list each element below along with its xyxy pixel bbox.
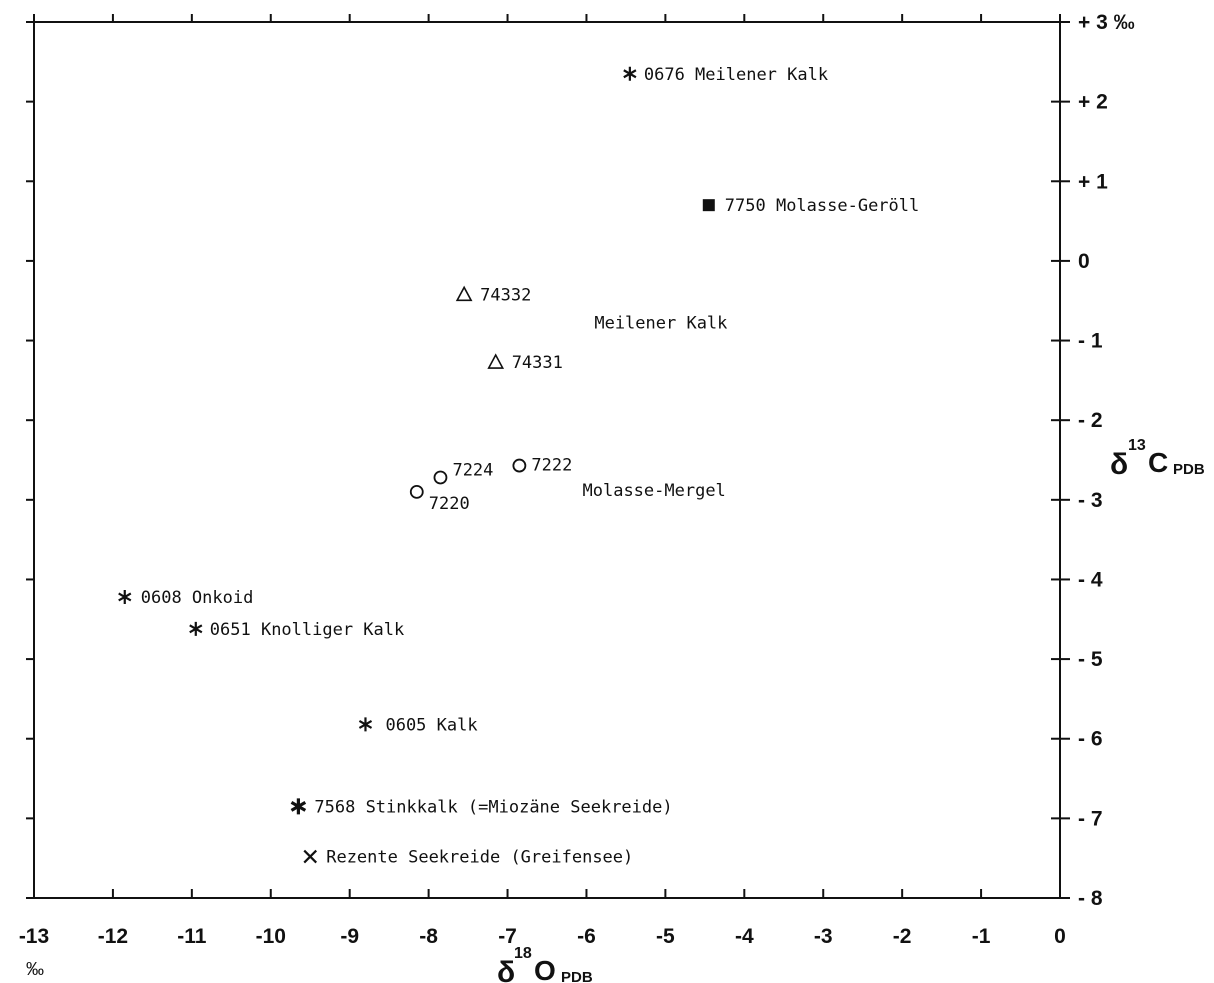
x-axis-title: δ 18 O PDB xyxy=(497,945,593,983)
point-label: 7220 xyxy=(429,494,470,514)
x-axis-ticks: -13 -12 -11 -10 -9 -8 -7 -6 -5 -4 -3 -2 -1 0 xyxy=(19,14,1066,948)
x-axis-unit: ‰ xyxy=(26,959,44,979)
x-tick-label: -8 xyxy=(419,925,438,948)
x-tick-label: -1 xyxy=(972,925,991,948)
point-label: 7568 Stinkkalk (=Miozäne Seekreide) xyxy=(314,797,672,817)
svg-text:PDB: PDB xyxy=(561,969,593,983)
x-tick-label: -2 xyxy=(893,925,912,948)
y-tick-label: - 8 xyxy=(1078,887,1103,910)
x-tick-label: -12 xyxy=(98,925,128,948)
svg-text:C: C xyxy=(1148,447,1168,478)
point-labels: 0676 Meilener Kalk 7750 Molasse-Geröll 743… xyxy=(141,65,919,868)
svg-text:δ: δ xyxy=(497,956,515,983)
group-annotation: Meilener Kalk xyxy=(594,314,727,334)
data-point-asterisk-bold xyxy=(290,798,307,815)
data-point-circle xyxy=(512,458,527,473)
point-label: 0605 Kalk xyxy=(385,715,477,735)
y-tick-label: - 3 xyxy=(1078,489,1103,512)
y-tick-label: + 2 xyxy=(1078,91,1108,114)
point-label: 74332 xyxy=(480,285,531,305)
svg-text:13: 13 xyxy=(1128,437,1146,454)
data-point-asterisk xyxy=(358,717,373,732)
data-point-triangle xyxy=(487,353,505,369)
y-tick-label: - 5 xyxy=(1078,648,1103,671)
svg-text:18: 18 xyxy=(514,945,532,962)
y-tick-label: - 6 xyxy=(1078,728,1103,751)
data-point-asterisk xyxy=(118,589,132,604)
data-point-asterisk xyxy=(189,621,203,636)
group-annotation: Molasse-Mergel xyxy=(583,481,726,501)
data-point-circle xyxy=(433,470,448,485)
point-label: 0608 Onkoid xyxy=(141,588,254,608)
x-tick-label: -4 xyxy=(735,925,754,948)
y-axis-title: δ 13 C PDB xyxy=(1110,437,1205,481)
x-tick-label: -13 xyxy=(19,925,49,948)
plot-frame xyxy=(33,21,1061,899)
y-tick-label: - 7 xyxy=(1078,807,1103,830)
point-label: Rezente Seekreide (Greifensee) xyxy=(326,848,633,868)
data-points xyxy=(118,66,715,864)
point-label: 7222 xyxy=(531,456,572,476)
point-label: 7224 xyxy=(452,461,493,481)
x-tick-label: -5 xyxy=(656,925,675,948)
x-tick-label: -6 xyxy=(577,925,596,948)
data-point-circle xyxy=(409,484,424,499)
point-label: 0651 Knolliger Kalk xyxy=(210,620,404,640)
y-tick-label: - 1 xyxy=(1078,330,1103,353)
group-annotations: Meilener Kalk Molasse-Mergel xyxy=(583,314,728,501)
point-label: 0676 Meilener Kalk xyxy=(644,65,828,85)
y-tick-label: - 2 xyxy=(1078,409,1103,432)
point-label: 74331 xyxy=(512,353,563,373)
y-tick-label: + 1 xyxy=(1078,170,1108,193)
x-tick-label: -3 xyxy=(814,925,833,948)
y-tick-label: + 3 ‰ xyxy=(1078,11,1135,34)
svg-text:δ: δ xyxy=(1110,448,1128,481)
data-point-triangle xyxy=(455,285,473,302)
x-tick-label: -9 xyxy=(340,925,359,948)
y-tick-label: - 4 xyxy=(1078,568,1103,591)
x-tick-label: -10 xyxy=(256,925,286,948)
point-label: 7750 Molasse-Geröll xyxy=(725,196,919,216)
y-tick-label: 0 xyxy=(1078,250,1090,273)
x-tick-label: 0 xyxy=(1054,925,1066,948)
svg-text:O: O xyxy=(534,955,556,983)
data-point-square xyxy=(702,199,715,212)
data-point-asterisk xyxy=(623,66,637,81)
x-tick-label: -7 xyxy=(498,925,517,948)
data-point-x xyxy=(303,849,318,864)
x-tick-label: -11 xyxy=(177,925,207,948)
y-axis-ticks: - 8 - 7 - 6 - 5 - 4 - 3 - 2 - 1 0 + 1 + 2 + 3 ‰ xyxy=(26,11,1135,910)
svg-text:PDB: PDB xyxy=(1173,461,1205,478)
